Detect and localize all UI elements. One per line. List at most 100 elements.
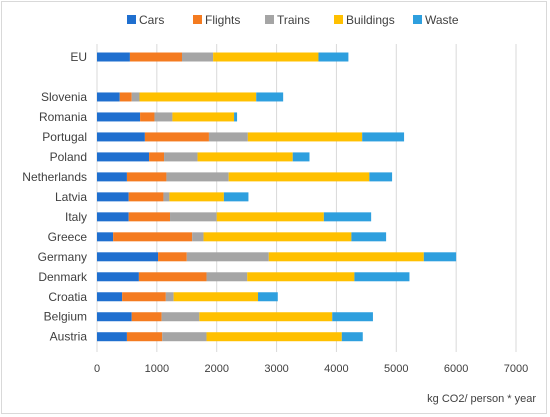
x-tick-label-1000: 1000 <box>145 363 169 375</box>
legend-swatch-trains <box>265 15 274 24</box>
bar-trains-latvia <box>163 192 170 202</box>
category-label-croatia: Croatia <box>48 290 87 304</box>
legend-label-flights: Flights <box>205 13 240 27</box>
bar-cars-eu <box>97 52 130 62</box>
bar-cars-latvia <box>97 192 129 202</box>
x-tick-label-7000: 7000 <box>504 363 528 375</box>
bar-cars-germany <box>97 252 159 262</box>
bar-buildings-portugal <box>247 132 363 142</box>
bar-flights-greece <box>113 232 193 242</box>
bar-waste-romania <box>234 112 238 122</box>
bar-flights-eu <box>129 52 182 62</box>
bar-buildings-romania <box>172 112 235 122</box>
bar-cars-portugal <box>97 132 145 142</box>
bar-buildings-italy <box>216 212 324 222</box>
bar-waste-portugal <box>362 132 405 142</box>
bar-flights-croatia <box>122 292 166 302</box>
x-tick-label-2000: 2000 <box>204 363 228 375</box>
bar-cars-romania <box>97 112 141 122</box>
bar-flights-belgium <box>131 312 162 322</box>
bar-trains-netherlands <box>166 172 229 182</box>
bar-buildings-denmark <box>247 272 355 282</box>
bar-trains-greece <box>192 232 204 242</box>
bar-cars-belgium <box>97 312 132 322</box>
category-label-greece: Greece <box>48 230 88 244</box>
category-label-belgium: Belgium <box>44 310 87 324</box>
bar-trains-poland <box>164 152 198 162</box>
x-tick-label-0: 0 <box>94 363 100 375</box>
legend-label-trains: Trains <box>277 13 310 27</box>
bar-trains-germany <box>186 252 269 262</box>
category-label-slovenia: Slovenia <box>41 90 87 104</box>
bar-waste-latvia <box>223 192 249 202</box>
bar-cars-croatia <box>97 292 123 302</box>
bar-cars-poland <box>97 152 150 162</box>
bar-buildings-germany <box>268 252 424 262</box>
bar-waste-belgium <box>332 312 373 322</box>
bar-trains-portugal <box>208 132 248 142</box>
bar-waste-denmark <box>354 272 410 282</box>
bar-cars-denmark <box>97 272 139 282</box>
bar-trains-slovenia <box>131 92 140 102</box>
bar-waste-croatia <box>258 292 278 302</box>
category-label-eu: EU <box>70 50 87 64</box>
category-label-romania: Romania <box>39 110 87 124</box>
legend-swatch-waste <box>413 15 422 24</box>
bar-cars-greece <box>97 232 114 242</box>
x-axis-title: kg CO2/ person * year <box>427 393 536 405</box>
bar-cars-italy <box>97 212 129 222</box>
bar-buildings-latvia <box>169 192 224 202</box>
bar-waste-germany <box>423 252 457 262</box>
legend-swatch-cars <box>127 15 136 24</box>
bar-trains-belgium <box>161 312 200 322</box>
bar-flights-austria <box>126 332 163 342</box>
bar-flights-denmark <box>138 272 207 282</box>
category-label-poland: Poland <box>50 150 87 164</box>
category-label-italy: Italy <box>65 210 87 224</box>
bar-flights-latvia <box>128 192 164 202</box>
bar-flights-germany <box>158 252 187 262</box>
bar-trains-eu <box>181 52 214 62</box>
x-tick-label-3000: 3000 <box>264 363 288 375</box>
bar-flights-slovenia <box>119 92 132 102</box>
bar-cars-netherlands <box>97 172 127 182</box>
legend-label-waste: Waste <box>425 13 459 27</box>
bar-waste-greece <box>351 232 387 242</box>
bar-buildings-netherlands <box>228 172 370 182</box>
bar-buildings-croatia <box>173 292 259 302</box>
bar-flights-portugal <box>144 132 209 142</box>
bar-waste-eu <box>318 52 349 62</box>
bar-waste-netherlands <box>369 172 393 182</box>
category-label-denmark: Denmark <box>38 270 88 284</box>
bar-cars-austria <box>97 332 127 342</box>
bar-trains-italy <box>170 212 217 222</box>
legend-swatch-flights <box>193 15 202 24</box>
bar-buildings-greece <box>203 232 352 242</box>
bar-waste-italy <box>323 212 372 222</box>
bar-waste-austria <box>341 332 363 342</box>
bar-trains-austria <box>162 332 207 342</box>
category-label-latvia: Latvia <box>55 190 87 204</box>
bar-flights-romania <box>140 112 155 122</box>
bar-cars-slovenia <box>97 92 120 102</box>
bar-waste-slovenia <box>256 92 284 102</box>
x-tick-label-5000: 5000 <box>384 363 408 375</box>
bar-flights-netherlands <box>126 172 167 182</box>
bar-buildings-slovenia <box>139 92 257 102</box>
bar-trains-romania <box>154 112 173 122</box>
category-label-germany: Germany <box>38 250 87 264</box>
bar-buildings-poland <box>197 152 293 162</box>
category-label-austria: Austria <box>50 330 88 344</box>
x-tick-label-6000: 6000 <box>444 363 468 375</box>
legend-swatch-buildings <box>334 15 343 24</box>
legend-label-cars: Cars <box>139 13 164 27</box>
legend-label-buildings: Buildings <box>346 13 395 27</box>
category-label-portugal: Portugal <box>42 130 87 144</box>
bar-buildings-austria <box>206 332 342 342</box>
category-label-netherlands: Netherlands <box>22 170 87 184</box>
x-tick-label-4000: 4000 <box>324 363 348 375</box>
bar-flights-italy <box>128 212 171 222</box>
bar-waste-poland <box>292 152 310 162</box>
bar-trains-denmark <box>206 272 248 282</box>
